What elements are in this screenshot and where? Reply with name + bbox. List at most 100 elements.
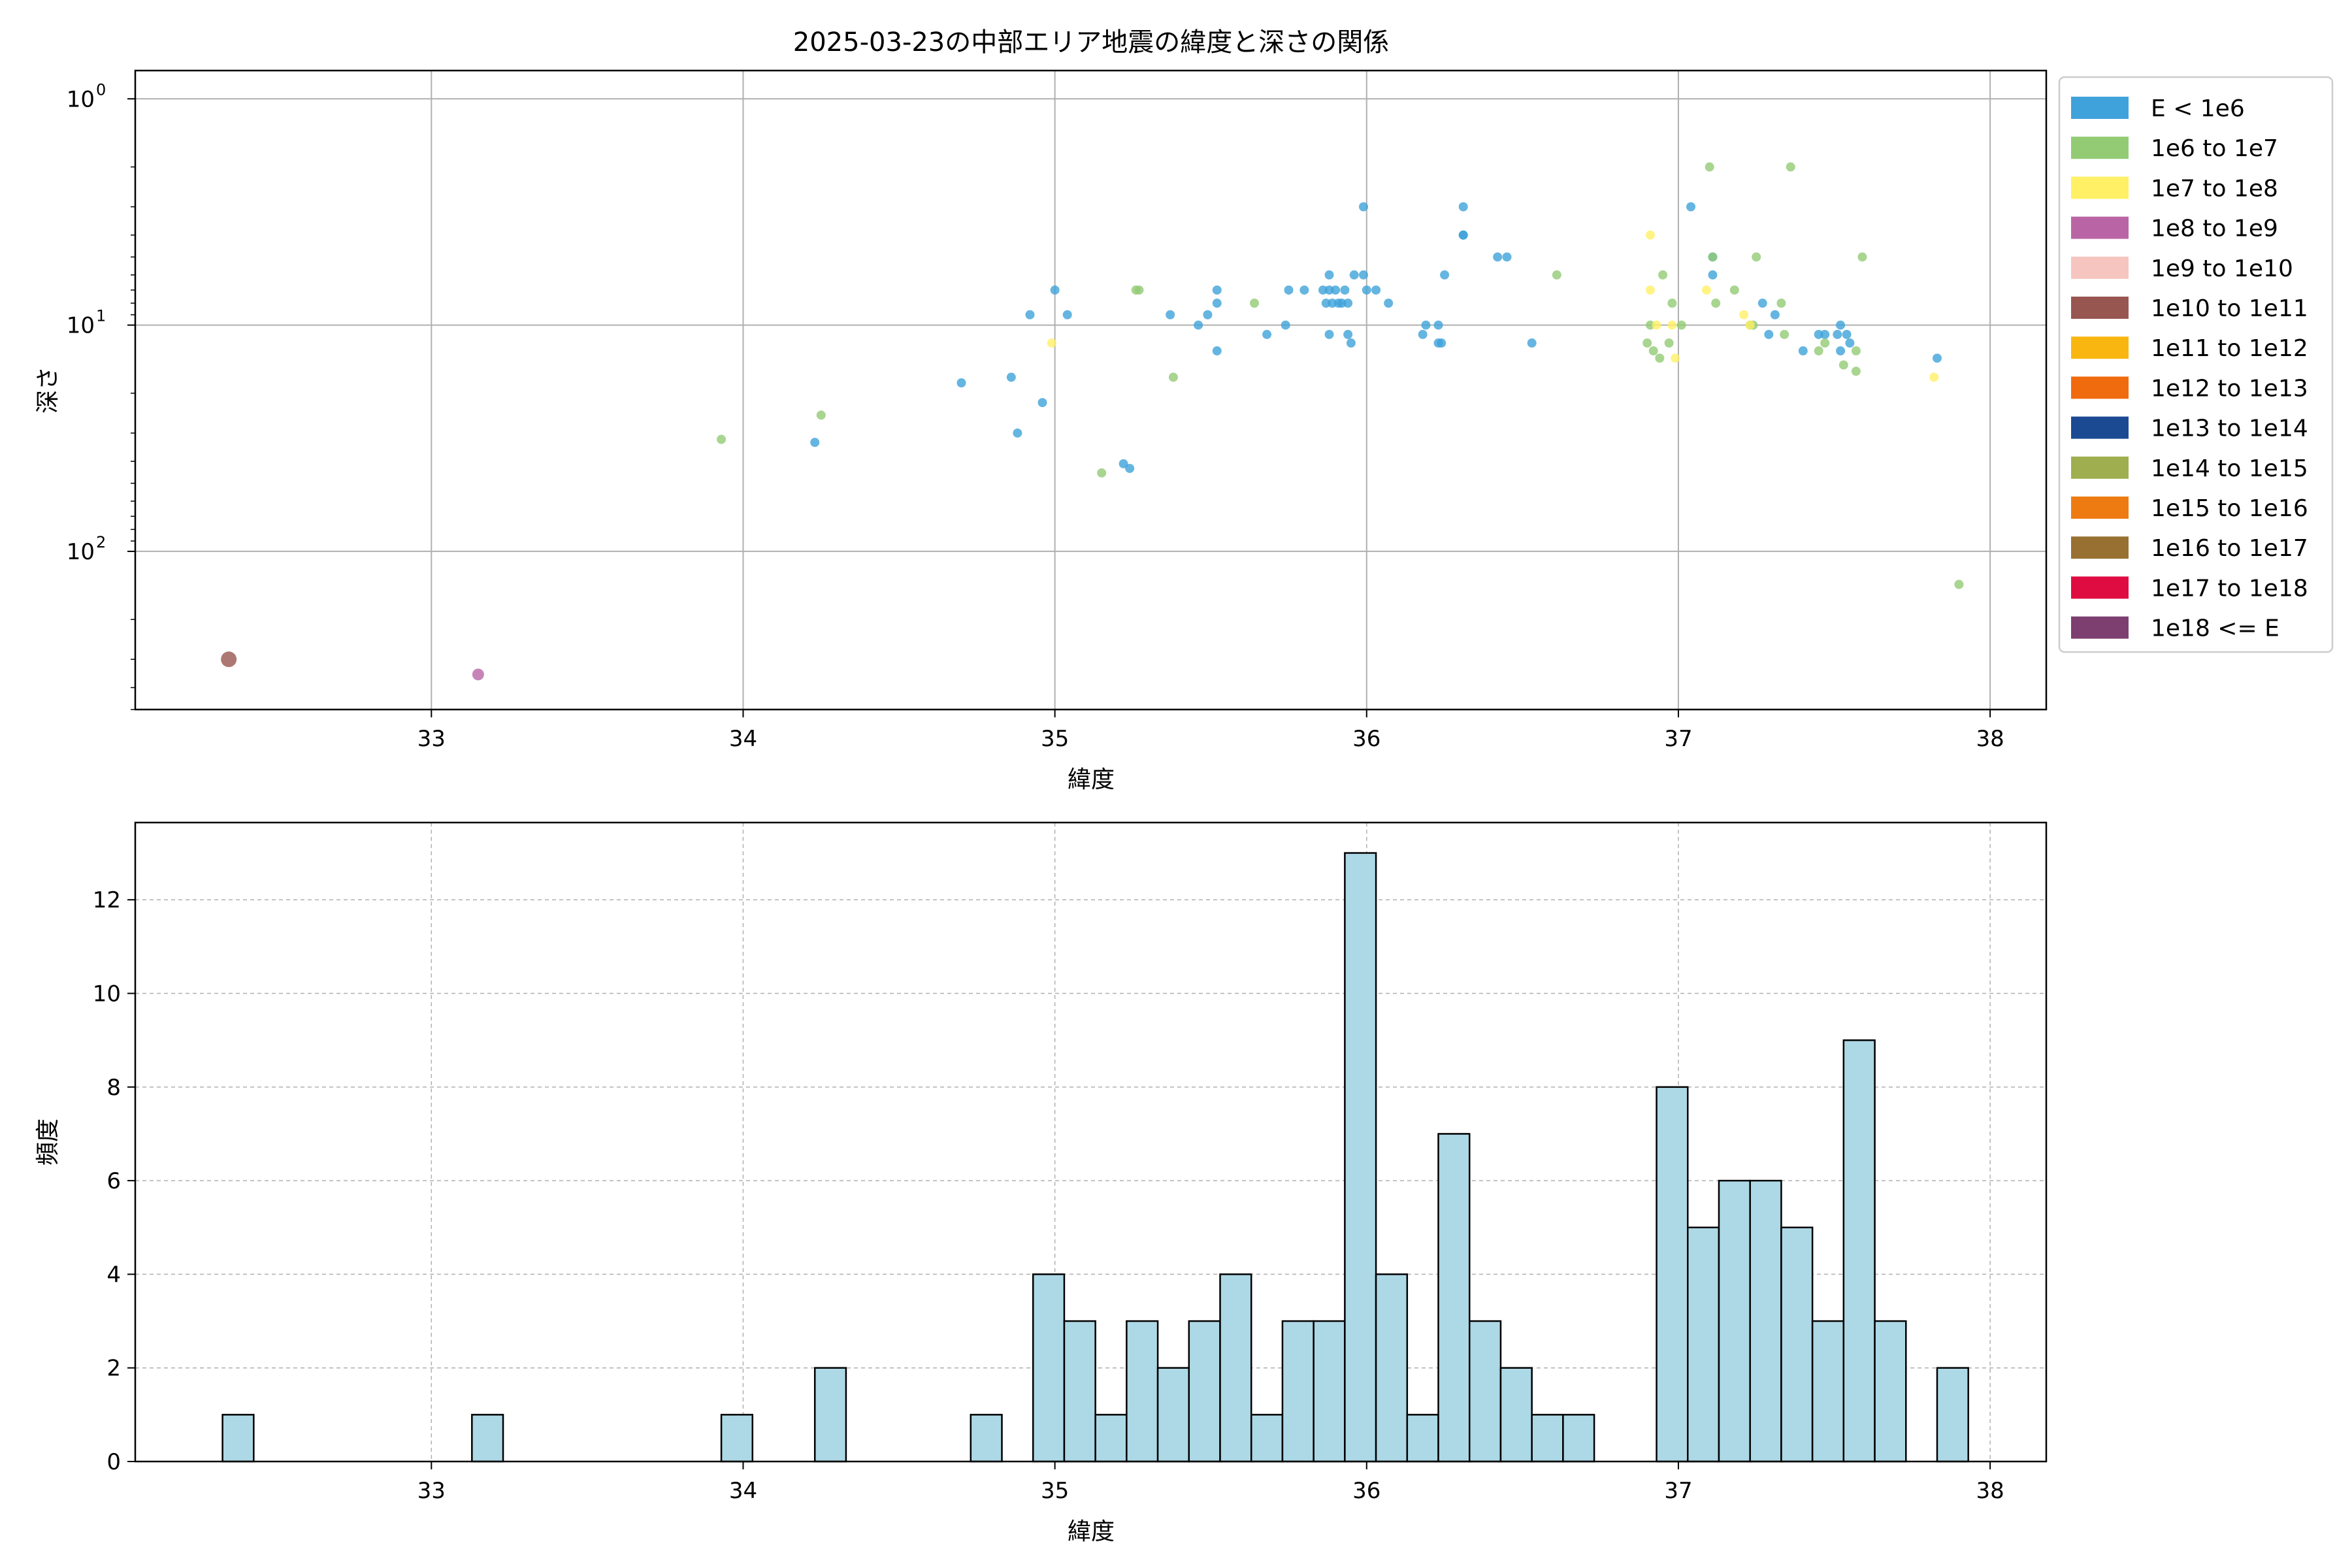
histogram-x-tick-label: 36 bbox=[1352, 1478, 1380, 1504]
scatter-point bbox=[1340, 285, 1350, 295]
scatter-point bbox=[1646, 230, 1656, 240]
histogram-x-tick-label: 37 bbox=[1664, 1478, 1692, 1504]
histogram-bar bbox=[1406, 1414, 1439, 1463]
scatter-point bbox=[1686, 202, 1696, 212]
scatter-point bbox=[1642, 338, 1652, 348]
legend: E < 1e6 1e6 to 1e7 1e7 to 1e8 1e8 to 1e9 1e9… bbox=[2058, 76, 2334, 653]
scatter-point bbox=[1655, 353, 1665, 363]
histogram-bar bbox=[1656, 1086, 1689, 1463]
legend-label: 1e16 to 1e17 bbox=[2151, 535, 2308, 562]
scatter-point bbox=[1798, 346, 1808, 356]
scatter-point bbox=[1284, 285, 1294, 295]
histogram-bar bbox=[1156, 1367, 1190, 1463]
scatter-point bbox=[1299, 285, 1309, 295]
scatter-point bbox=[1418, 329, 1428, 339]
scatter-point bbox=[1359, 270, 1369, 280]
scatter-point bbox=[1752, 252, 1761, 262]
histogram-bar bbox=[221, 1414, 255, 1463]
legend-label: 1e6 to 1e7 bbox=[2151, 135, 2278, 162]
scatter-point bbox=[1212, 299, 1222, 308]
legend-swatch bbox=[2071, 256, 2129, 279]
scatter-point bbox=[1433, 320, 1443, 330]
histogram-x-tick-label: 33 bbox=[417, 1478, 446, 1504]
legend-swatch bbox=[2071, 416, 2129, 439]
legend-label: 1e12 to 1e13 bbox=[2151, 375, 2308, 402]
scatter-point bbox=[816, 410, 826, 420]
scatter-point bbox=[1062, 310, 1072, 319]
scatter-point bbox=[1343, 329, 1353, 339]
scatter-x-ticks: 33 34 35 36 37 38 bbox=[417, 710, 2004, 752]
scatter-point bbox=[1838, 360, 1848, 370]
scatter-plot-frame bbox=[134, 69, 2048, 711]
histogram-bar bbox=[1281, 1320, 1315, 1463]
scatter-point bbox=[1349, 270, 1359, 280]
histogram-bar bbox=[1842, 1039, 1876, 1463]
scatter-point bbox=[1362, 285, 1371, 295]
scatter-point bbox=[1646, 285, 1656, 295]
scatter-point bbox=[1845, 338, 1855, 348]
histogram-bar bbox=[970, 1414, 1003, 1463]
scatter-y-axis-label: 深さ bbox=[35, 367, 61, 414]
scatter-point bbox=[1770, 310, 1780, 319]
scatter-point bbox=[1331, 285, 1341, 295]
legend-swatch bbox=[2071, 456, 2129, 479]
histogram-panel: 33 34 35 36 37 38 0 2 4 6 8 10 12 緯度 頻度 bbox=[35, 821, 2048, 1545]
histogram-bar bbox=[1562, 1414, 1595, 1463]
histogram-x-tick-label: 38 bbox=[1976, 1478, 2004, 1504]
scatter-point bbox=[1711, 299, 1721, 308]
scatter-point bbox=[472, 668, 484, 681]
scatter-point bbox=[1359, 202, 1369, 212]
scatter-y-tick-exponent: 1 bbox=[96, 307, 106, 325]
legend-items: E < 1e6 1e6 to 1e7 1e7 to 1e8 1e8 to 1e9 1e9… bbox=[2071, 95, 2308, 642]
scatter-point bbox=[1013, 428, 1022, 438]
legend-swatch bbox=[2071, 297, 2129, 319]
histogram-bar bbox=[471, 1414, 504, 1463]
scatter-point bbox=[1676, 320, 1686, 330]
scatter-point bbox=[1006, 372, 1016, 382]
scatter-point bbox=[1764, 329, 1774, 339]
scatter-point bbox=[1346, 338, 1356, 348]
scatter-point bbox=[1851, 346, 1861, 356]
scatter-point bbox=[1652, 320, 1661, 330]
scatter-point bbox=[221, 651, 237, 668]
scatter-point bbox=[1814, 346, 1823, 356]
scatter-point bbox=[1440, 270, 1450, 280]
scatter-point bbox=[1842, 329, 1852, 339]
scatter-point bbox=[1212, 285, 1222, 295]
scatter-point bbox=[1648, 346, 1658, 356]
legend-swatch bbox=[2071, 616, 2129, 639]
histogram-x-axis-label: 緯度 bbox=[1068, 1518, 1115, 1545]
scatter-point bbox=[810, 438, 820, 448]
scatter-point bbox=[1745, 320, 1755, 330]
scatter-point bbox=[1119, 459, 1128, 468]
scatter-point bbox=[1168, 372, 1178, 382]
legend-swatch bbox=[2071, 376, 2129, 399]
scatter-point bbox=[1384, 299, 1394, 308]
scatter-x-tick-label: 34 bbox=[729, 726, 757, 752]
scatter-point bbox=[1851, 367, 1861, 376]
scatter-point bbox=[1664, 338, 1674, 348]
legend-swatch bbox=[2071, 536, 2129, 559]
chart-title: 2025-03-23の中部エリア地震の緯度と深さの関係 bbox=[793, 27, 1389, 57]
scatter-y-tick-label: 10 bbox=[67, 86, 95, 112]
histogram-bar bbox=[1687, 1226, 1720, 1463]
scatter-y-tick-exponent: 0 bbox=[96, 80, 106, 99]
scatter-point bbox=[1739, 310, 1749, 319]
scatter-x-tick-label: 37 bbox=[1664, 726, 1692, 752]
histogram-y-tick-label: 2 bbox=[106, 1356, 121, 1382]
scatter-point bbox=[1212, 346, 1222, 356]
scatter-point bbox=[1343, 299, 1353, 308]
scatter-point bbox=[1324, 329, 1334, 339]
scatter-point bbox=[956, 378, 966, 388]
histogram-bar bbox=[1250, 1414, 1284, 1463]
histogram-bar bbox=[1375, 1273, 1409, 1463]
scatter-x-tick-label: 35 bbox=[1041, 726, 1069, 752]
scatter-point bbox=[1857, 252, 1867, 262]
scatter-point bbox=[1502, 252, 1512, 262]
legend-swatch bbox=[2071, 176, 2129, 199]
scatter-point bbox=[1757, 299, 1767, 308]
histogram-bar bbox=[1032, 1273, 1066, 1463]
scatter-point bbox=[1729, 285, 1739, 295]
